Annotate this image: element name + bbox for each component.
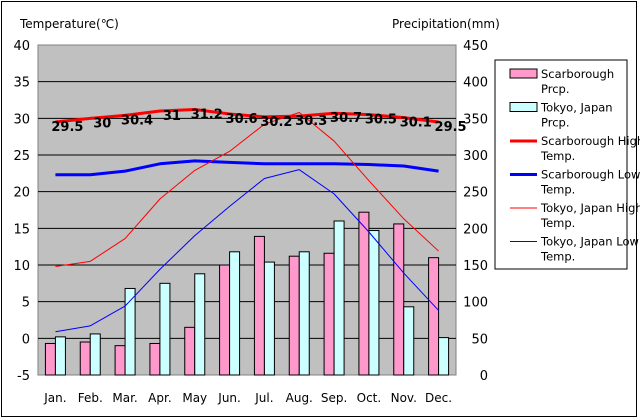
temp-line [55, 159, 439, 177]
precip-bar [149, 342, 161, 376]
data-labels-group: 29.5 30 30.4 31 31.2 30.6 30.2 30.3 30.7 30.5 30.1… [51, 108, 466, 135]
precip-bar [89, 333, 101, 376]
precip-bar [184, 326, 196, 376]
data-label: 30.6 [226, 112, 258, 127]
precip-bar [124, 287, 136, 376]
data-label: 31.2 [191, 108, 223, 123]
y-left-tick-label: -5 [17, 369, 30, 384]
precip-bar [253, 235, 265, 376]
x-tick-label: Jun. [217, 391, 241, 405]
data-label: 31 [163, 109, 181, 124]
x-tick-label: Nov. [391, 391, 417, 405]
legend-label: Prcp. [541, 116, 570, 130]
gridlines [38, 81, 456, 339]
legend-label: Scarborough [541, 67, 614, 81]
lines-group [55, 108, 439, 333]
x-tick-label: Dec. [425, 391, 452, 405]
temp-line [55, 111, 439, 267]
data-label: 30.1 [400, 116, 432, 131]
legend-label: Temp. [540, 183, 575, 197]
y-left-tick-label: 20 [13, 186, 30, 201]
x-tick-label: Jan. [43, 391, 66, 405]
precip-bar [393, 223, 405, 376]
precip-bar [229, 251, 241, 376]
precip-bar [114, 345, 126, 376]
legend-label: Temp. [540, 216, 575, 230]
x-tick-label: Jul. [254, 391, 273, 405]
legend-label: Prcp. [541, 82, 570, 96]
precip-bar [263, 261, 275, 376]
y-right-tick-label: 0 [480, 369, 488, 384]
y-left-tick-label: 35 [13, 76, 30, 91]
precip-bar [333, 220, 345, 376]
x-tick-label: Mar. [112, 391, 137, 405]
legend-label: Tokyo, Japan High [540, 201, 640, 215]
precip-bar [428, 257, 440, 376]
data-label: 30.3 [295, 114, 327, 129]
y-left-tick-label: 5 [22, 296, 30, 311]
y-right-tick-label: 350 [463, 112, 488, 127]
precip-bar [323, 252, 335, 376]
y-right-axis-title: Precipitation(mm) [392, 17, 500, 31]
y-right-tick-label: 450 [463, 39, 488, 54]
legend-label: Temp. [540, 250, 575, 264]
y-left-tick-label: 0 [22, 332, 30, 347]
precip-bar [358, 211, 370, 376]
y-left-axis-title: Temperature(℃) [19, 17, 119, 31]
y-right-tick-label: 200 [463, 222, 488, 237]
precip-bar [438, 337, 450, 376]
temp-line [55, 108, 439, 124]
precip-bar [298, 251, 310, 376]
temp-line [55, 169, 439, 333]
legend-box [494, 59, 628, 270]
precip-bar [219, 264, 231, 376]
precip-bar [159, 282, 171, 376]
legend-label: Tokyo, Japan Low [540, 235, 639, 249]
data-label: 30 [93, 116, 111, 131]
data-label: 30.7 [330, 111, 362, 126]
legend-label: Scarborough High [541, 134, 640, 148]
legend-label: Tokyo, Japan [540, 101, 613, 115]
y-left-tick-label: 40 [13, 39, 30, 54]
data-label: 30.2 [260, 115, 292, 130]
y-right-tick-label: 100 [463, 296, 488, 311]
plot-area [37, 44, 457, 376]
data-label: 30.4 [121, 113, 153, 128]
y-left-tick-label: 30 [13, 112, 30, 127]
x-tick-label: Feb. [78, 391, 103, 405]
legend-swatch [509, 68, 538, 79]
y-right-tick-label: 400 [463, 76, 488, 91]
y-left-tick-label: 25 [13, 149, 30, 164]
legend-label: Temp. [540, 149, 575, 163]
bars-group [44, 211, 450, 376]
y-left-tick-label: 10 [13, 259, 30, 274]
legend-swatch [509, 102, 538, 112]
x-tick-label: Apr. [148, 391, 171, 405]
ticks-group: -505101520253035400501001502002503003504… [13, 39, 488, 405]
data-label: 29.5 [51, 120, 83, 135]
precip-bar [403, 306, 415, 376]
precip-bar [44, 342, 56, 376]
precip-bar [194, 273, 206, 376]
precip-bar [79, 341, 91, 376]
legend-label: Scarborough Low [541, 168, 640, 182]
y-right-tick-label: 250 [463, 186, 488, 201]
x-tick-label: Sep. [321, 391, 347, 405]
precip-bar [54, 336, 66, 376]
y-right-tick-label: 300 [463, 149, 488, 164]
data-label: 30.5 [365, 113, 397, 128]
x-tick-label: Oct. [357, 391, 382, 405]
precip-bar [288, 255, 300, 376]
y-left-tick-label: 15 [13, 222, 30, 237]
x-tick-label: May [182, 391, 207, 405]
x-tick-label: Aug. [286, 391, 313, 405]
y-right-tick-label: 150 [463, 259, 488, 274]
precip-bar [368, 230, 380, 376]
y-right-tick-label: 50 [471, 332, 488, 347]
data-label: 29.5 [435, 120, 467, 135]
